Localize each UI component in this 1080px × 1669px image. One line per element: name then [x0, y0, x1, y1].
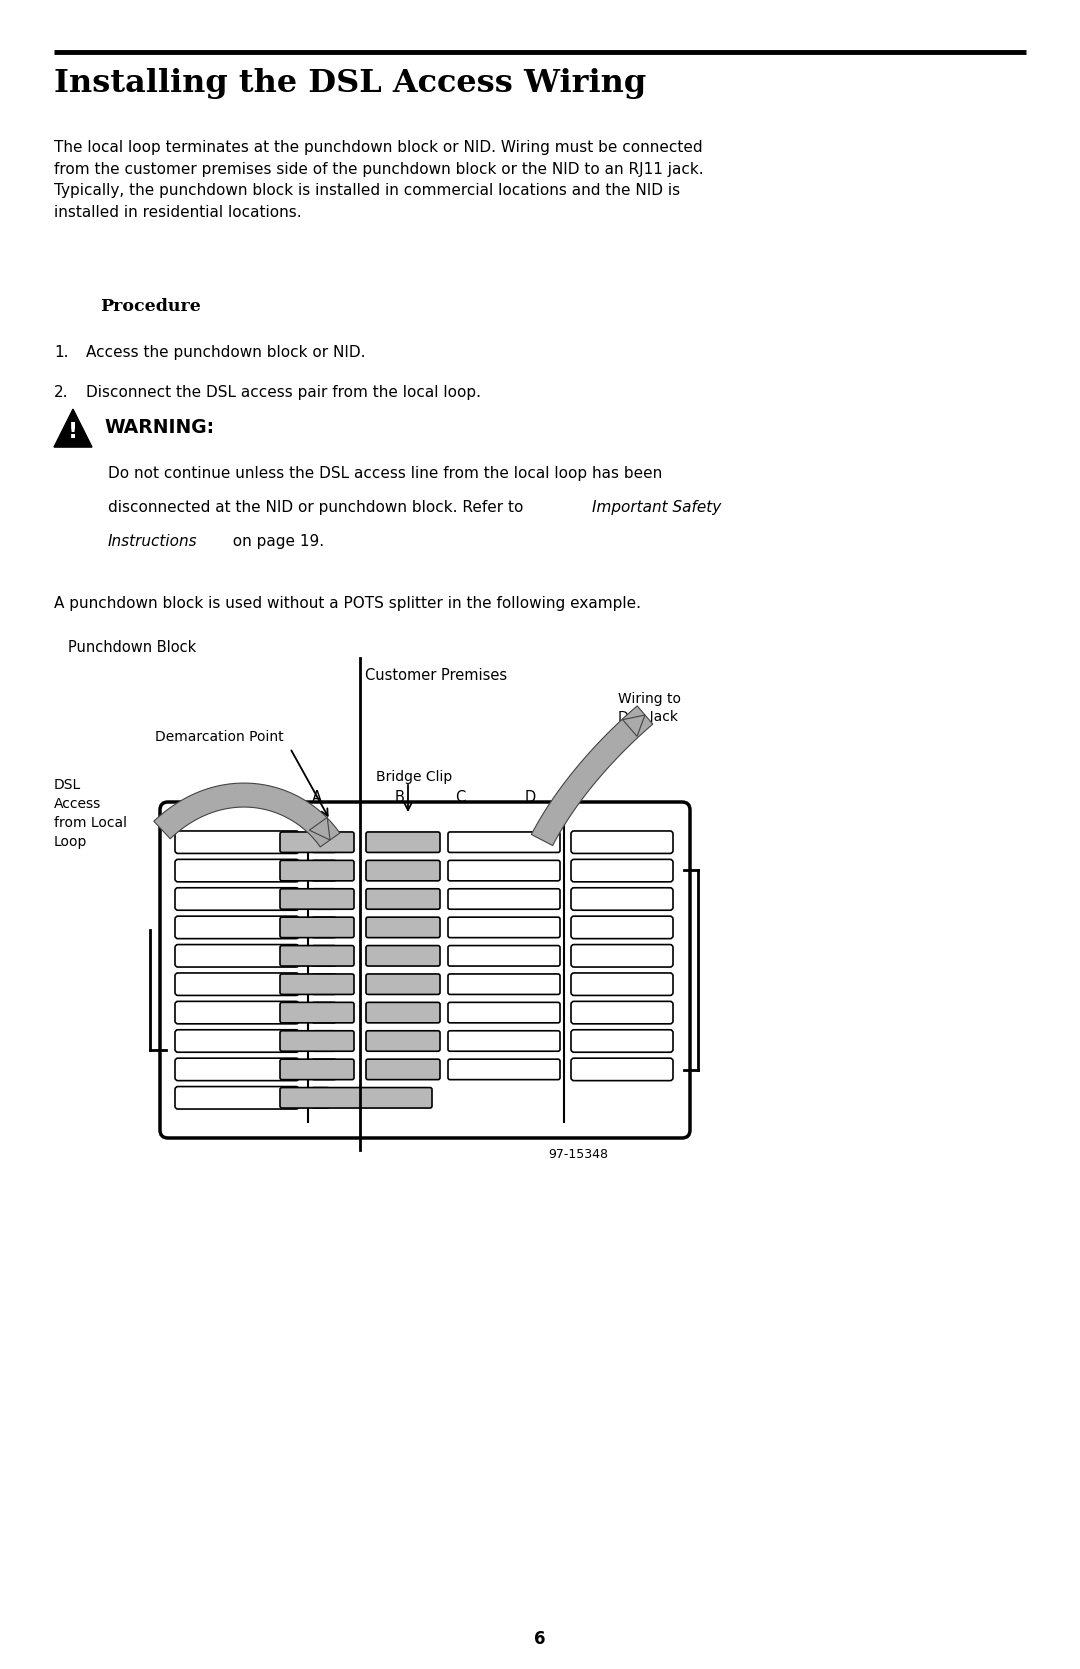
FancyBboxPatch shape [280, 890, 354, 910]
FancyBboxPatch shape [312, 831, 336, 853]
Polygon shape [531, 706, 652, 846]
FancyBboxPatch shape [571, 831, 673, 853]
FancyBboxPatch shape [366, 1060, 440, 1080]
Text: Important Safety: Important Safety [592, 501, 721, 516]
FancyBboxPatch shape [312, 918, 336, 938]
FancyBboxPatch shape [448, 946, 561, 966]
FancyBboxPatch shape [280, 1031, 354, 1051]
FancyBboxPatch shape [175, 945, 299, 966]
Text: 1.: 1. [54, 345, 68, 361]
FancyBboxPatch shape [571, 888, 673, 910]
Text: disconnected at the NID or punchdown block. Refer to: disconnected at the NID or punchdown blo… [108, 501, 524, 516]
Text: Procedure: Procedure [100, 299, 201, 315]
FancyBboxPatch shape [448, 831, 561, 853]
FancyBboxPatch shape [366, 860, 440, 881]
FancyBboxPatch shape [366, 918, 440, 938]
FancyBboxPatch shape [280, 946, 354, 966]
FancyBboxPatch shape [280, 831, 354, 853]
FancyBboxPatch shape [571, 1001, 673, 1023]
Polygon shape [309, 818, 330, 840]
Text: B: B [395, 789, 405, 804]
FancyBboxPatch shape [448, 860, 561, 881]
FancyBboxPatch shape [175, 973, 299, 995]
Text: D: D [525, 789, 536, 804]
Text: 97-15348: 97-15348 [548, 1148, 608, 1162]
FancyBboxPatch shape [175, 916, 299, 938]
Text: A: A [312, 789, 322, 804]
FancyBboxPatch shape [280, 1088, 432, 1108]
Text: Customer Premises: Customer Premises [365, 668, 508, 683]
FancyBboxPatch shape [366, 831, 440, 853]
FancyBboxPatch shape [312, 890, 336, 910]
Text: Access the punchdown block or NID.: Access the punchdown block or NID. [86, 345, 365, 361]
Text: Punchdown Block: Punchdown Block [68, 639, 197, 654]
FancyBboxPatch shape [312, 1031, 336, 1051]
FancyBboxPatch shape [571, 973, 673, 995]
FancyBboxPatch shape [448, 890, 561, 910]
Text: WARNING:: WARNING: [104, 417, 214, 437]
FancyBboxPatch shape [366, 946, 440, 966]
FancyBboxPatch shape [175, 888, 299, 910]
Text: Do not continue unless the DSL access line from the local loop has been: Do not continue unless the DSL access li… [108, 466, 662, 481]
FancyBboxPatch shape [448, 1003, 561, 1023]
FancyBboxPatch shape [175, 831, 299, 853]
FancyBboxPatch shape [571, 1058, 673, 1080]
FancyBboxPatch shape [280, 975, 354, 995]
Text: The local loop terminates at the punchdown block or NID. Wiring must be connecte: The local loop terminates at the punchdo… [54, 140, 704, 220]
Text: 2.: 2. [54, 386, 68, 401]
Text: Bridge Clip: Bridge Clip [376, 769, 453, 784]
FancyBboxPatch shape [280, 1003, 354, 1023]
FancyBboxPatch shape [175, 1030, 299, 1051]
Text: Demarcation Point: Demarcation Point [156, 729, 284, 744]
FancyBboxPatch shape [571, 945, 673, 966]
FancyBboxPatch shape [312, 1060, 336, 1080]
Text: C: C [455, 789, 465, 804]
FancyBboxPatch shape [175, 1087, 299, 1108]
FancyBboxPatch shape [571, 916, 673, 938]
FancyBboxPatch shape [280, 860, 354, 881]
Text: !: ! [68, 422, 78, 442]
FancyBboxPatch shape [312, 1088, 329, 1108]
FancyBboxPatch shape [448, 918, 561, 938]
FancyBboxPatch shape [366, 890, 440, 910]
FancyBboxPatch shape [448, 1031, 561, 1051]
Text: Disconnect the DSL access pair from the local loop.: Disconnect the DSL access pair from the … [86, 386, 481, 401]
Polygon shape [54, 409, 92, 447]
Text: Instructions: Instructions [108, 534, 198, 549]
FancyBboxPatch shape [448, 1060, 561, 1080]
Text: Installing the DSL Access Wiring: Installing the DSL Access Wiring [54, 68, 646, 98]
Polygon shape [153, 783, 340, 846]
FancyBboxPatch shape [280, 1060, 354, 1080]
FancyBboxPatch shape [366, 975, 440, 995]
FancyBboxPatch shape [175, 1001, 299, 1023]
Text: DSL
Access
from Local
Loop: DSL Access from Local Loop [54, 778, 127, 850]
FancyBboxPatch shape [571, 860, 673, 881]
Polygon shape [623, 714, 645, 736]
FancyBboxPatch shape [280, 918, 354, 938]
FancyBboxPatch shape [571, 1030, 673, 1051]
FancyBboxPatch shape [366, 1031, 440, 1051]
FancyBboxPatch shape [312, 975, 336, 995]
Text: 6: 6 [535, 1631, 545, 1647]
FancyBboxPatch shape [312, 860, 336, 881]
Text: on page 19.: on page 19. [222, 534, 324, 549]
FancyBboxPatch shape [175, 1058, 299, 1080]
FancyBboxPatch shape [175, 860, 299, 881]
FancyBboxPatch shape [312, 1003, 336, 1023]
Text: A punchdown block is used without a POTS splitter in the following example.: A punchdown block is used without a POTS… [54, 596, 642, 611]
FancyBboxPatch shape [448, 975, 561, 995]
FancyBboxPatch shape [366, 1003, 440, 1023]
FancyBboxPatch shape [312, 946, 336, 966]
Text: Wiring to
DSL Jack: Wiring to DSL Jack [618, 693, 681, 724]
FancyBboxPatch shape [160, 803, 690, 1138]
